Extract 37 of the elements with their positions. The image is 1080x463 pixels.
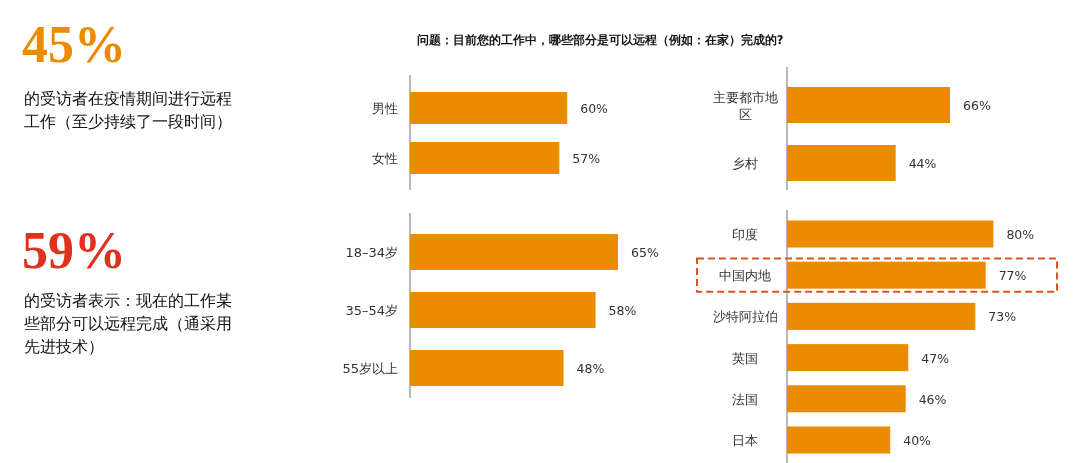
bar bbox=[787, 261, 986, 289]
y-tick-label: 35–54岁 bbox=[345, 303, 398, 318]
data-label: 46% bbox=[918, 391, 947, 407]
bar bbox=[787, 344, 909, 372]
y-tick-label: 法国 bbox=[732, 391, 758, 407]
y-tick-label: 18–34岁 bbox=[345, 245, 398, 260]
data-label: 48% bbox=[576, 361, 605, 376]
y-tick-label: 男性 bbox=[372, 101, 398, 116]
data-label: 58% bbox=[608, 303, 637, 318]
text: 的受访者表示：现在的工作某些部分可以远程完成（通采用先进技术） bbox=[24, 291, 232, 356]
y-tick-label: 英国 bbox=[732, 350, 758, 366]
data-label: 47% bbox=[921, 350, 950, 366]
y-tick-label: 中国内地 bbox=[719, 268, 771, 284]
data-label: 44% bbox=[908, 156, 937, 171]
data-label: 80% bbox=[1006, 227, 1035, 242]
y-tick-label: 55岁以上 bbox=[342, 361, 398, 376]
y-tick-label: 印度 bbox=[732, 227, 758, 242]
y-tick-label: 沙特阿拉伯 bbox=[712, 309, 778, 325]
y-tick-label: 主要都市地区 bbox=[712, 89, 778, 122]
data-label: 65% bbox=[631, 245, 659, 260]
data-label: 73% bbox=[988, 309, 1017, 325]
text: 问题：目前您的工作中，哪些部分是可以远程（例如：在家）完成的? bbox=[416, 33, 784, 47]
bar bbox=[787, 220, 994, 248]
data-label: 77% bbox=[998, 268, 1027, 284]
y-tick-label: 日本 bbox=[732, 433, 758, 448]
y-tick-label: 乡村 bbox=[732, 156, 758, 171]
data-label: 66% bbox=[963, 98, 991, 113]
bar bbox=[787, 302, 976, 330]
y-tick-label: 女性 bbox=[372, 151, 398, 166]
data-label: 40% bbox=[903, 433, 932, 448]
data-label: 60% bbox=[580, 101, 609, 116]
text: 45% bbox=[22, 16, 126, 73]
bar bbox=[787, 385, 906, 413]
text: 59% bbox=[22, 222, 126, 279]
data-label: 57% bbox=[572, 151, 601, 166]
bar bbox=[787, 426, 891, 454]
text: 的受访者在疫情期间进行远程工作（至少持续了一段时间） bbox=[24, 89, 232, 131]
